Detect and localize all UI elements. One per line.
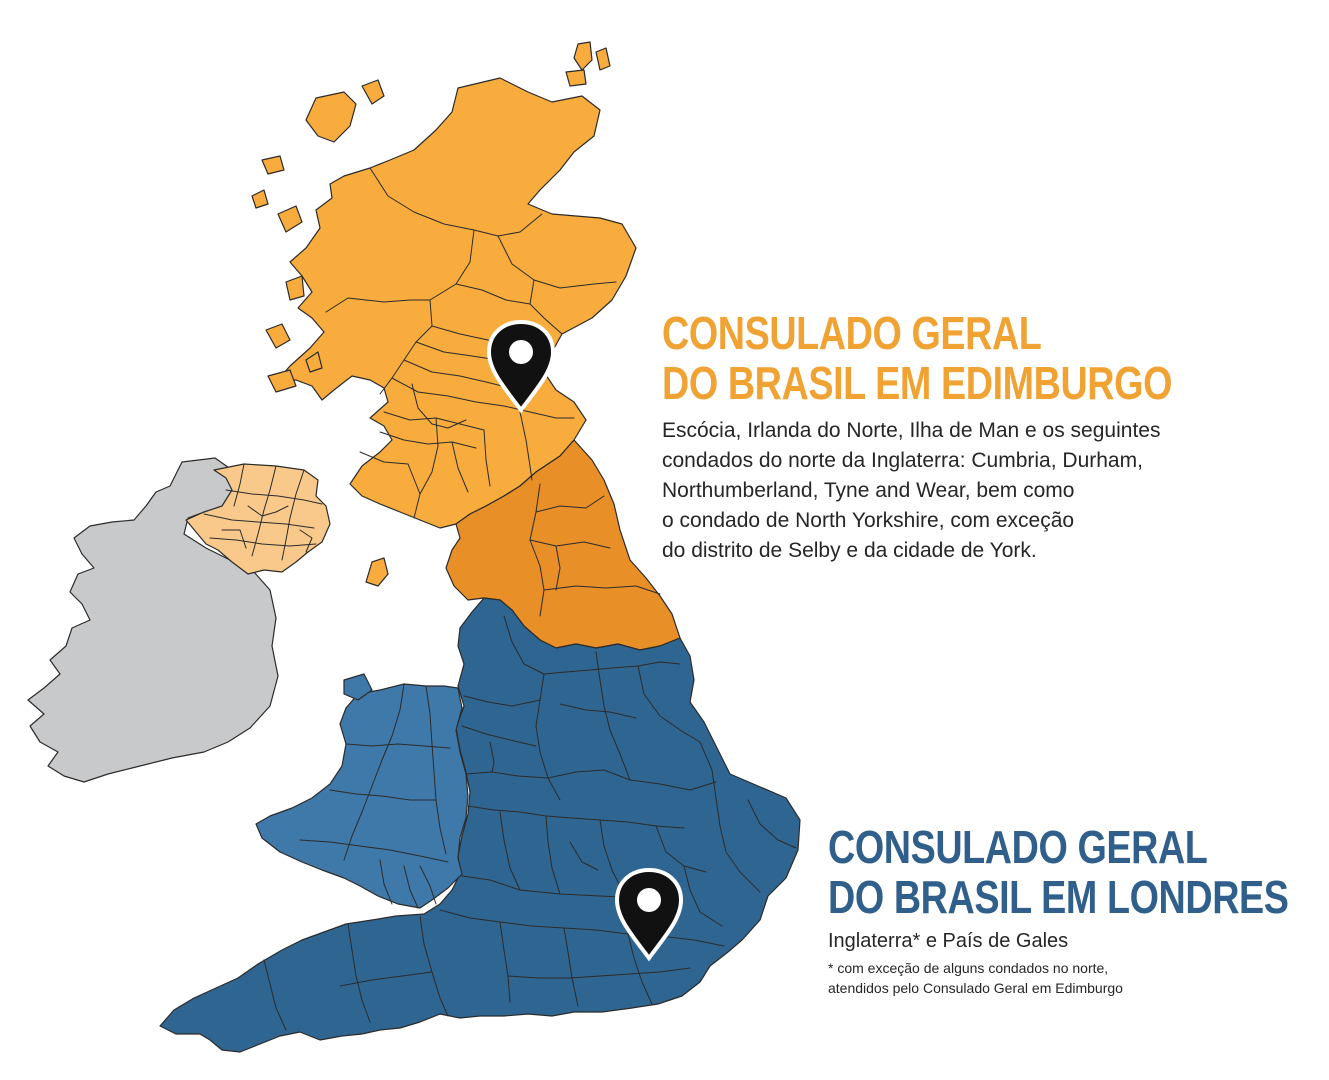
london-marker[interactable] — [614, 867, 684, 962]
england-boundaries — [263, 615, 797, 1031]
edinburgh-coverage-text: Escócia, Irlanda do Norte, Ilha de Man e… — [662, 416, 1284, 566]
coverage-line: condados do norte da Inglaterra: Cumbria… — [662, 449, 1143, 472]
ireland-region — [27, 457, 279, 783]
island-west-7 — [265, 323, 291, 349]
map-pin-icon — [486, 319, 556, 414]
northern-england-boundaries — [529, 483, 661, 617]
coverage-line: o condado de North Yorkshire, com exceçã… — [662, 509, 1075, 532]
island-west-4 — [251, 189, 269, 209]
island-west-2 — [361, 79, 385, 105]
island-west-3 — [261, 155, 285, 175]
northern-ireland-region — [185, 463, 331, 575]
coverage-line: Escócia, Irlanda do Norte, Ilha de Man e… — [662, 419, 1161, 442]
island-west-9 — [267, 369, 297, 393]
london-footnote: * com exceção de alguns condados no nort… — [828, 958, 1329, 998]
edinburgh-marker[interactable] — [486, 319, 556, 414]
map-pin-dot — [637, 888, 661, 912]
london-consulate-info: CONSULADO GERAL DO BRASIL EM LONDRES Ing… — [828, 822, 1329, 998]
island-west-5 — [277, 205, 303, 233]
island-west-1 — [305, 91, 357, 143]
map-pin-icon — [614, 867, 684, 962]
map-pin-dot — [509, 340, 533, 364]
wales-boundaries — [299, 683, 451, 909]
edinburgh-title-line-1: CONSULADO GERAL — [662, 307, 1042, 359]
isle-of-man — [365, 557, 389, 587]
edinburgh-title-line-2: DO BRASIL EM EDIMBURGO — [662, 357, 1173, 409]
island-west-6 — [285, 275, 305, 301]
northern-ireland-boundaries — [203, 463, 323, 561]
anglesey — [343, 673, 373, 701]
island-north-3 — [565, 69, 587, 87]
island-north — [573, 41, 593, 71]
wales-region — [255, 683, 469, 909]
london-coverage-text: Inglaterra* e País de Gales — [828, 930, 1069, 952]
edinburgh-consulate-title: CONSULADO GERAL DO BRASIL EM EDIMBURGO — [662, 308, 1172, 408]
london-consulate-title: CONSULADO GERAL DO BRASIL EM LONDRES — [828, 822, 1289, 922]
footnote-line: * com exceção de alguns condados no nort… — [828, 960, 1109, 976]
london-title-line-1: CONSULADO GERAL — [828, 821, 1208, 873]
london-title-line-2: DO BRASIL EM LONDRES — [828, 871, 1289, 923]
coverage-line: Northumberland, Tyne and Wear, bem como — [662, 479, 1075, 502]
scotland-boundaries — [325, 167, 617, 519]
island-north-2 — [595, 47, 611, 71]
island-west-8 — [305, 351, 323, 373]
edinburgh-consulate-info: CONSULADO GERAL DO BRASIL EM EDIMBURGO E… — [662, 308, 1284, 566]
coverage-line: do distrito de Selby e da cidade de York… — [662, 539, 1037, 562]
footnote-line: atendidos pelo Consulado Geral em Edimbu… — [828, 980, 1123, 996]
